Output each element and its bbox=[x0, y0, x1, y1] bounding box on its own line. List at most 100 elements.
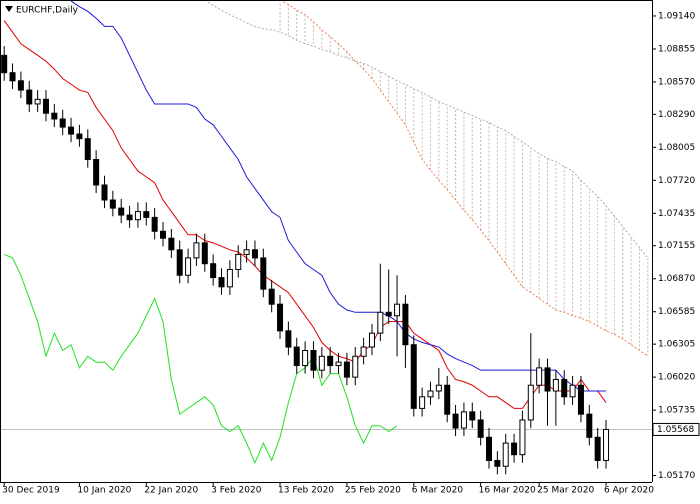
candle-body bbox=[603, 428, 610, 461]
candle-body bbox=[34, 98, 41, 105]
y-tick-label: 1.05735 bbox=[658, 406, 695, 416]
x-tick-label: 13 Feb 2020 bbox=[278, 486, 334, 496]
candle-body bbox=[293, 346, 300, 367]
y-tick-label: 1.08005 bbox=[658, 143, 695, 153]
y-tick-label: 1.08570 bbox=[658, 77, 695, 87]
candle-body bbox=[511, 442, 518, 456]
y-tick-label: 1.06305 bbox=[658, 340, 695, 350]
x-tick-label: 3 Feb 2020 bbox=[211, 486, 262, 496]
candle-body bbox=[394, 303, 401, 317]
candle-body bbox=[536, 367, 543, 386]
candle-body bbox=[402, 303, 409, 346]
current-price-label: 1.05568 bbox=[657, 425, 694, 435]
candle-body bbox=[469, 411, 476, 421]
candle-body bbox=[486, 436, 492, 461]
current-price-box bbox=[652, 422, 700, 436]
candle-body bbox=[235, 253, 242, 270]
candle-body bbox=[134, 211, 141, 221]
candle-body bbox=[460, 411, 467, 429]
candle-body bbox=[168, 237, 175, 251]
candle-body bbox=[385, 311, 392, 317]
x-tick-label: 25 Mar 2020 bbox=[537, 486, 594, 496]
candle-body bbox=[494, 459, 501, 467]
candle-body bbox=[444, 384, 451, 415]
candle-body bbox=[243, 249, 250, 255]
candle-body bbox=[210, 263, 217, 279]
candle-body bbox=[477, 419, 484, 438]
candle-body bbox=[9, 72, 16, 82]
candle-body bbox=[285, 330, 292, 348]
candle-body bbox=[410, 344, 417, 409]
candle-body bbox=[118, 207, 125, 216]
candle-body bbox=[527, 384, 534, 421]
y-tick-label: 1.06020 bbox=[658, 373, 695, 383]
candle-body bbox=[101, 184, 108, 201]
y-tick-label: 1.07720 bbox=[658, 176, 695, 186]
chart-title: EURCHF,Daily bbox=[16, 6, 79, 16]
candle-body bbox=[569, 384, 576, 398]
candle-body bbox=[368, 332, 375, 348]
candle-body bbox=[68, 126, 75, 135]
candle-body bbox=[310, 350, 317, 371]
x-tick-label: 25 Feb 2020 bbox=[345, 486, 401, 496]
x-tick-label: 10 Jan 2020 bbox=[77, 486, 131, 496]
candle-body bbox=[561, 378, 568, 398]
x-tick-label: 6 Mar 2020 bbox=[412, 486, 464, 496]
y-tick-label: 1.06585 bbox=[658, 307, 695, 317]
candle-body bbox=[17, 80, 24, 91]
x-tick-label: 16 Mar 2020 bbox=[479, 486, 536, 496]
y-tick-label: 1.07155 bbox=[658, 241, 695, 251]
y-tick-label: 1.06870 bbox=[658, 274, 695, 284]
candle-body bbox=[419, 396, 426, 409]
span-b-line bbox=[204, 0, 649, 259]
candle-body bbox=[260, 257, 267, 290]
x-tick-label: 30 Dec 2019 bbox=[2, 486, 60, 496]
candle-body bbox=[277, 303, 284, 332]
y-tick-label: 1.05170 bbox=[658, 471, 695, 481]
candle-body bbox=[586, 413, 593, 438]
candle-body bbox=[318, 355, 325, 371]
candle-body bbox=[335, 361, 342, 367]
candle-body bbox=[176, 249, 183, 276]
candle-body bbox=[502, 442, 509, 467]
x-tick-label: 6 Apr 2020 bbox=[604, 486, 654, 496]
x-tick-label: 22 Jan 2020 bbox=[144, 486, 198, 496]
candle-body bbox=[552, 378, 559, 392]
candle-body bbox=[544, 367, 551, 392]
candle-body bbox=[594, 436, 601, 461]
candle-body bbox=[251, 249, 258, 259]
candle-body bbox=[126, 214, 133, 221]
candle-body bbox=[377, 311, 384, 334]
indicator-line bbox=[70, 0, 607, 392]
candle-body bbox=[185, 257, 192, 276]
candle-body bbox=[327, 355, 334, 367]
candle-body bbox=[1, 54, 8, 74]
candle-body bbox=[218, 277, 225, 288]
plot-area bbox=[0, 0, 652, 475]
candle-body bbox=[435, 384, 442, 392]
candle-body bbox=[160, 230, 166, 239]
y-tick-label: 1.07435 bbox=[658, 209, 695, 219]
candle-body bbox=[268, 288, 275, 305]
candle-body bbox=[143, 211, 150, 218]
candle-body bbox=[343, 361, 350, 378]
candle-body bbox=[519, 419, 526, 456]
candle-body bbox=[59, 118, 66, 128]
y-tick-label: 1.09140 bbox=[658, 11, 695, 21]
candle-body bbox=[51, 112, 58, 120]
span-a-line bbox=[279, 0, 649, 357]
candle-body bbox=[26, 89, 33, 105]
y-tick-label: 1.08855 bbox=[658, 44, 695, 54]
y-tick-label: 1.08290 bbox=[658, 110, 695, 120]
candle-body bbox=[302, 350, 309, 367]
candle-body bbox=[42, 98, 49, 114]
indicator-line bbox=[3, 253, 398, 465]
candle-body bbox=[151, 216, 158, 232]
candle-body bbox=[226, 268, 233, 288]
candle-body bbox=[352, 355, 359, 378]
candle-body bbox=[193, 242, 200, 259]
menu-icon[interactable] bbox=[5, 6, 13, 12]
